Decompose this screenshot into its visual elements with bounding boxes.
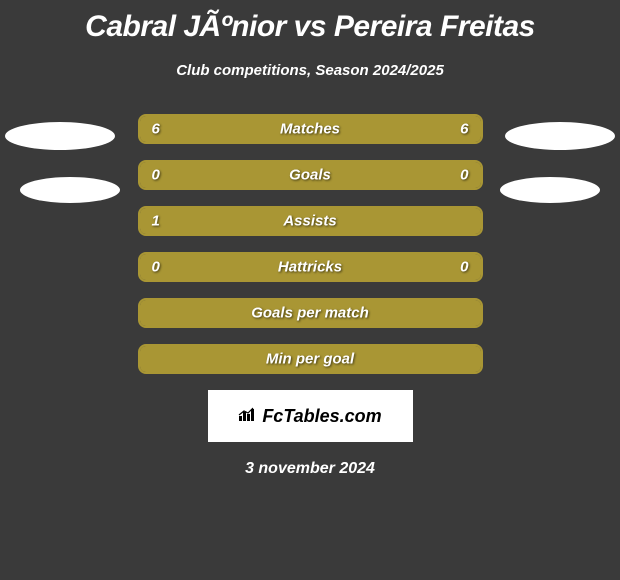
- stat-label: Goals per match: [251, 305, 369, 322]
- stat-label: Assists: [283, 213, 336, 230]
- stat-row: 0 0 Goals: [138, 160, 483, 190]
- stat-fill-right: [310, 162, 481, 188]
- logo-text: FcTables.com: [238, 406, 381, 427]
- stat-value-right: 6: [460, 121, 468, 138]
- stat-label: Min per goal: [266, 351, 354, 368]
- stat-label: Hattricks: [278, 259, 342, 276]
- stat-value-left: 0: [152, 259, 160, 276]
- stat-value-right: 0: [460, 259, 468, 276]
- logo-label: FcTables.com: [262, 406, 381, 427]
- stat-row: 0 0 Hattricks: [138, 252, 483, 282]
- stats-container: 6 6 Matches 0 0 Goals 1 Assists 0 0 Hattricks Goals…: [0, 114, 620, 374]
- stat-value-right: 0: [460, 167, 468, 184]
- stat-value-left: 6: [152, 121, 160, 138]
- subtitle: Club competitions, Season 2024/2025: [0, 62, 620, 79]
- stat-value-left: 0: [152, 167, 160, 184]
- stat-row: 6 6 Matches: [138, 114, 483, 144]
- date-text: 3 november 2024: [0, 460, 620, 478]
- comparison-title: Cabral JÃºnior vs Pereira Freitas: [0, 0, 620, 44]
- logo-box: FcTables.com: [208, 390, 413, 442]
- stat-row: Min per goal: [138, 344, 483, 374]
- stat-value-left: 1: [152, 213, 160, 230]
- stat-label: Goals: [289, 167, 331, 184]
- stat-row: Goals per match: [138, 298, 483, 328]
- stat-fill-left: [140, 162, 311, 188]
- chart-icon: [238, 406, 258, 427]
- stat-label: Matches: [280, 121, 340, 138]
- stat-row: 1 Assists: [138, 206, 483, 236]
